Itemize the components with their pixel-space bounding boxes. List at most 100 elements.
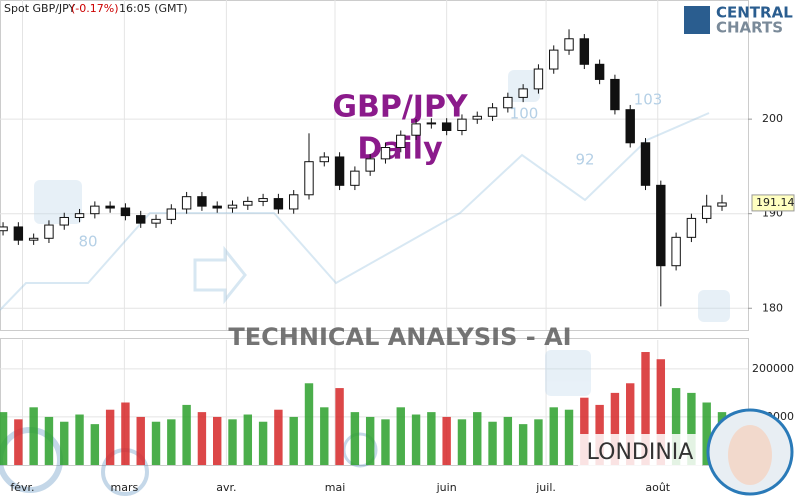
candle-body: [656, 184, 666, 267]
candle-body: [457, 118, 467, 131]
x-tick-label: févr.: [10, 481, 34, 494]
candle-body: [365, 158, 375, 172]
volume-bar: [197, 412, 207, 465]
volume-bar: [687, 392, 696, 465]
candle-body: [288, 194, 299, 210]
avatar-face: [728, 425, 772, 485]
candle-body: [105, 205, 115, 209]
candle-body: [227, 204, 238, 209]
volume-bar: [228, 419, 237, 465]
volume-bar: [473, 412, 482, 465]
candle-body: [396, 134, 406, 149]
volume-bar: [136, 416, 145, 465]
candle-body: [640, 142, 651, 186]
candle-body: [610, 78, 620, 111]
logo-mark: [684, 6, 710, 34]
candle-body: [579, 38, 590, 65]
volume-bar: [396, 407, 405, 465]
volume-bar: [518, 424, 528, 465]
candle-body: [166, 208, 177, 220]
volume-bar: [549, 407, 558, 465]
volume-bar: [350, 412, 360, 465]
volume-bar: [213, 416, 222, 465]
volume-bar: [14, 419, 23, 465]
volume-bar: [626, 383, 635, 465]
candle-body: [503, 96, 513, 109]
volume-bar: [365, 416, 375, 465]
volume-bar: [671, 388, 681, 465]
candle-body: [533, 68, 544, 90]
candle-body: [518, 88, 528, 98]
candle-body: [625, 109, 635, 144]
y-tick-label: 200: [762, 112, 783, 125]
volume-bar: [320, 407, 329, 465]
logo-top: CENTRAL: [716, 4, 793, 22]
candle-body: [411, 123, 421, 136]
volume-bar: [442, 416, 451, 465]
y-tick-label: 180: [762, 301, 783, 314]
volume-bar: [182, 404, 191, 465]
volume-bar: [90, 424, 100, 465]
candle-body: [197, 196, 207, 207]
last-price-box: [751, 194, 795, 212]
volume-bar: [488, 421, 497, 465]
volume-bar: [121, 402, 130, 465]
volume-bar: [702, 402, 711, 465]
instrument: Spot GBP/JPY: [4, 2, 76, 15]
volume-bar: [289, 416, 298, 465]
icon: [342, 432, 378, 468]
candle-body: [13, 226, 24, 241]
volume-bar: [503, 416, 513, 465]
candle-body: [90, 205, 100, 215]
icon: [34, 180, 82, 224]
overlay-label: 80: [78, 233, 97, 251]
volume-bar: [564, 409, 574, 465]
candle-body: [564, 38, 574, 51]
x-tick-label: juin: [436, 481, 457, 494]
candle-body: [686, 217, 697, 238]
candle-body: [487, 107, 498, 117]
overlay-label: 103: [634, 91, 663, 109]
brand: LONDINIA: [587, 440, 694, 465]
volume-bar: [304, 383, 314, 465]
chart-title: GBP/JPY: [332, 90, 469, 125]
y2-tick-label: 200000: [752, 362, 794, 375]
candle-body: [594, 63, 605, 80]
candle-body: [59, 216, 69, 226]
icon: [508, 70, 540, 102]
logo-bottom: CHARTS: [716, 19, 783, 37]
candle-body: [273, 198, 284, 210]
candle-body: [717, 202, 727, 207]
x-tick-label: juil.: [535, 481, 556, 494]
volume-panel: [0, 338, 749, 466]
candle-body: [151, 218, 161, 224]
volume-bar: [29, 407, 38, 465]
volume-bar: [457, 419, 467, 465]
volume-bar: [274, 409, 283, 465]
x-tick-label: avr.: [216, 481, 236, 494]
x-tick-label: août: [645, 481, 670, 494]
overlay-label: 92: [575, 151, 594, 169]
volume-bar: [243, 414, 253, 465]
candle-body: [380, 147, 391, 160]
overlay-line: [0, 112, 710, 311]
overlay-label: 100: [510, 105, 539, 123]
candle-body: [44, 224, 54, 239]
watermark: TECHNICAL ANALYSIS - AI: [228, 323, 571, 351]
candle-body: [304, 161, 314, 196]
candle-body: [28, 237, 39, 241]
candle-body: [671, 236, 681, 267]
candle-body: [212, 205, 222, 209]
brand-box: [578, 434, 702, 470]
volume-bar: [0, 412, 8, 465]
candle-body: [350, 170, 360, 186]
volume-bar: [75, 414, 84, 465]
x-tick-label: mars: [111, 481, 139, 494]
candle-body: [258, 198, 268, 202]
volume-bar: [60, 421, 69, 465]
volume-bar: [656, 359, 666, 465]
last-price-label: 191.14: [756, 196, 795, 209]
candle-body: [74, 213, 85, 218]
change: (-0.17%): [71, 2, 119, 15]
volume-bar: [427, 412, 436, 465]
